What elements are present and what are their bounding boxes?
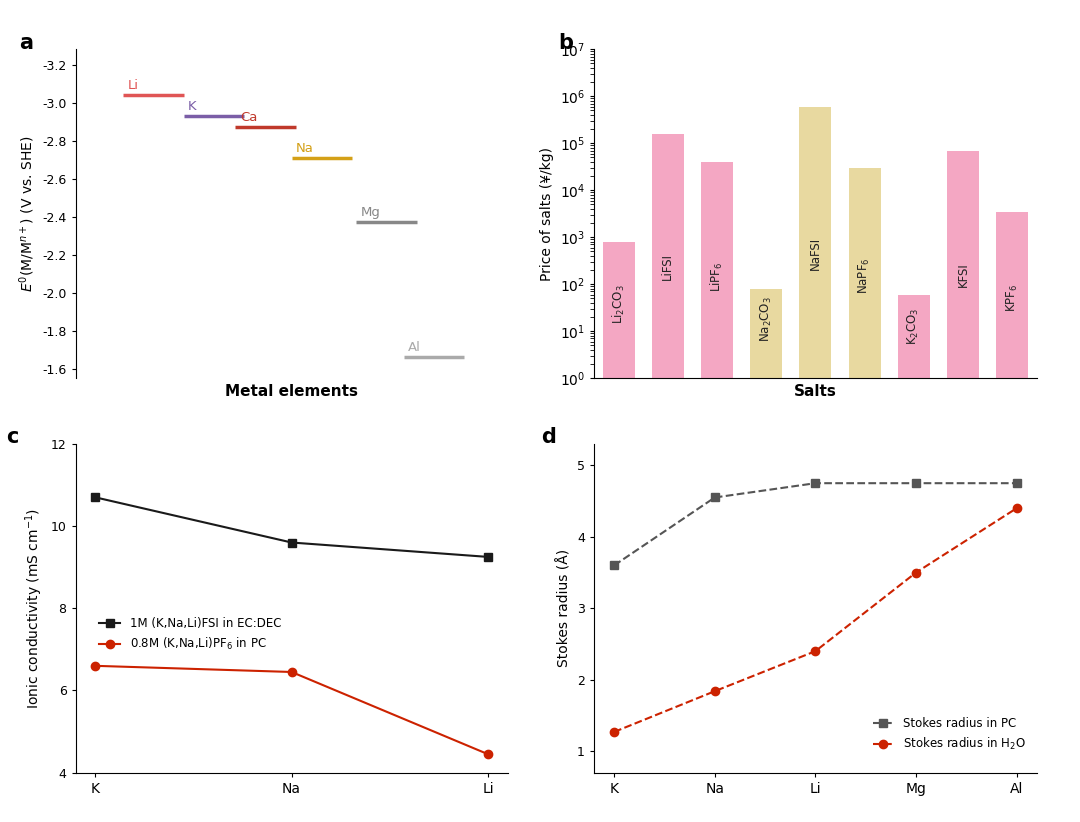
Line: 0.8M (K,Na,Li)PF$_6$ in PC: 0.8M (K,Na,Li)PF$_6$ in PC (91, 662, 492, 759)
Text: Mg: Mg (361, 206, 380, 219)
X-axis label: Metal elements: Metal elements (225, 384, 359, 399)
Y-axis label: $E^0$(M/M$^{n+}$) (V vs. SHE): $E^0$(M/M$^{n+}$) (V vs. SHE) (17, 136, 37, 292)
Bar (947, 150, 978, 822)
Stokes radius in H$_2$O (708, 686, 721, 696)
Bar (897, 294, 930, 822)
Line: 1M (K,Na,Li)FSI in EC:DEC: 1M (K,Na,Li)FSI in EC:DEC (91, 493, 492, 561)
Text: KPF$_6$: KPF$_6$ (1004, 283, 1020, 312)
Line: Stokes radius in PC: Stokes radius in PC (610, 479, 1021, 570)
Text: LiFSI: LiFSI (661, 253, 674, 280)
Text: c: c (6, 427, 18, 447)
Bar (603, 242, 635, 822)
Text: Na$_2$CO$_3$: Na$_2$CO$_3$ (758, 297, 773, 343)
Text: NaFSI: NaFSI (809, 237, 822, 270)
1M (K,Na,Li)FSI in EC:DEC (482, 552, 495, 562)
Text: Al: Al (408, 341, 421, 354)
Stokes radius in PC (909, 478, 922, 488)
Text: K$_2$CO$_3$: K$_2$CO$_3$ (906, 307, 921, 344)
1M (K,Na,Li)FSI in EC:DEC (89, 492, 102, 502)
Text: Li$_2$CO$_3$: Li$_2$CO$_3$ (610, 284, 626, 324)
Legend: Stokes radius in PC, Stokes radius in H$_2$O: Stokes radius in PC, Stokes radius in H$… (868, 713, 1031, 757)
Bar (799, 107, 832, 822)
Stokes radius in H$_2$O (909, 568, 922, 578)
Text: d: d (541, 427, 556, 447)
Bar (652, 134, 684, 822)
Text: a: a (19, 33, 33, 53)
0.8M (K,Na,Li)PF$_6$ in PC (89, 661, 102, 671)
Stokes radius in PC (708, 492, 721, 502)
Stokes radius in H$_2$O (608, 727, 621, 737)
Stokes radius in H$_2$O (809, 646, 822, 656)
Stokes radius in PC (809, 478, 822, 488)
Legend: 1M (K,Na,Li)FSI in EC:DEC, 0.8M (K,Na,Li)PF$_6$ in PC: 1M (K,Na,Li)FSI in EC:DEC, 0.8M (K,Na,Li… (94, 612, 286, 657)
Text: LiPF$_6$: LiPF$_6$ (708, 261, 725, 292)
Bar (849, 168, 880, 822)
Text: Ca: Ca (240, 112, 257, 124)
Text: KFSI: KFSI (957, 262, 970, 287)
0.8M (K,Na,Li)PF$_6$ in PC (482, 750, 495, 760)
Text: Na: Na (296, 142, 314, 155)
Bar (751, 289, 782, 822)
0.8M (K,Na,Li)PF$_6$ in PC (285, 667, 298, 677)
Stokes radius in H$_2$O (1010, 503, 1023, 513)
Stokes radius in PC (1010, 478, 1023, 488)
Text: K: K (188, 100, 197, 113)
Text: Li: Li (127, 79, 138, 92)
X-axis label: Salts: Salts (794, 384, 837, 399)
Bar (996, 211, 1028, 822)
Line: Stokes radius in H$_2$O: Stokes radius in H$_2$O (610, 504, 1021, 737)
1M (K,Na,Li)FSI in EC:DEC (285, 538, 298, 547)
Y-axis label: Ionic conductivity (mS cm$^{-1}$): Ionic conductivity (mS cm$^{-1}$) (24, 508, 45, 709)
Text: b: b (558, 33, 573, 53)
Bar (701, 162, 733, 822)
Y-axis label: Price of salts (¥/kg): Price of salts (¥/kg) (540, 146, 554, 281)
Stokes radius in PC (608, 561, 621, 570)
Y-axis label: Stokes radius (Å): Stokes radius (Å) (557, 549, 571, 667)
Text: NaPF$_6$: NaPF$_6$ (858, 257, 873, 294)
